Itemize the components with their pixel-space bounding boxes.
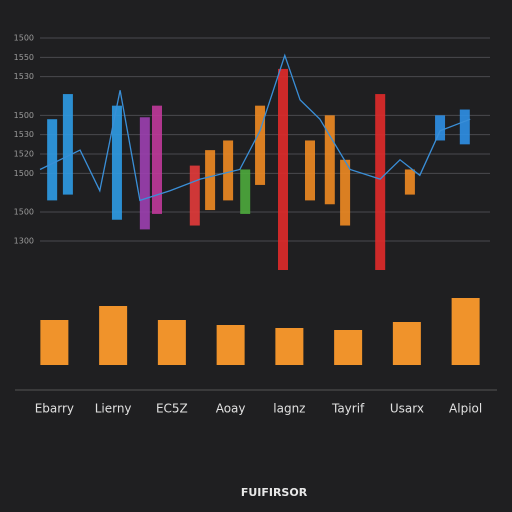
y-tick-label: 1500 [14,34,34,43]
bar [392,322,421,365]
bar [340,159,351,226]
footer: FUIFIRSOR [241,486,308,499]
bar [40,320,69,365]
category-label: EC5Z [156,402,188,416]
bar [99,306,128,365]
category-label: Lierny [95,402,132,416]
y-tick-label: 1500 [14,111,34,120]
bar [459,109,470,145]
category-label: Alpiol [449,402,482,416]
line [39,53,471,202]
bar [152,105,162,214]
y-tick-label: 1500 [14,169,34,178]
bar [62,94,73,195]
bar [139,117,150,230]
bar [240,169,251,214]
bar [375,94,386,270]
bar [275,328,304,365]
bar [334,330,363,365]
category-label: Ebarry [35,402,74,416]
bar [404,169,415,195]
category-label: Usarx [390,402,424,416]
category-label: Tayrif [331,402,365,416]
y-tick-label: 1530 [14,130,34,139]
bar [47,119,58,201]
y-tick-label: 1530 [14,72,34,81]
bar [223,140,234,201]
bar [111,105,122,220]
bar [216,325,245,365]
bar [278,68,288,270]
bar [305,140,315,201]
bar [157,320,186,365]
bar [435,115,446,141]
y-tick-label: 1300 [14,237,34,246]
bar [255,105,266,185]
bar [189,165,200,226]
category-label: lagnz [273,402,305,416]
y-tick-label: 1550 [14,53,34,62]
bar [205,150,216,211]
y-tick-label: 1500 [14,208,34,217]
bar [324,115,335,205]
y-tick-label: 1520 [14,150,34,159]
category-label: Aoay [216,402,246,416]
bar [451,298,480,365]
